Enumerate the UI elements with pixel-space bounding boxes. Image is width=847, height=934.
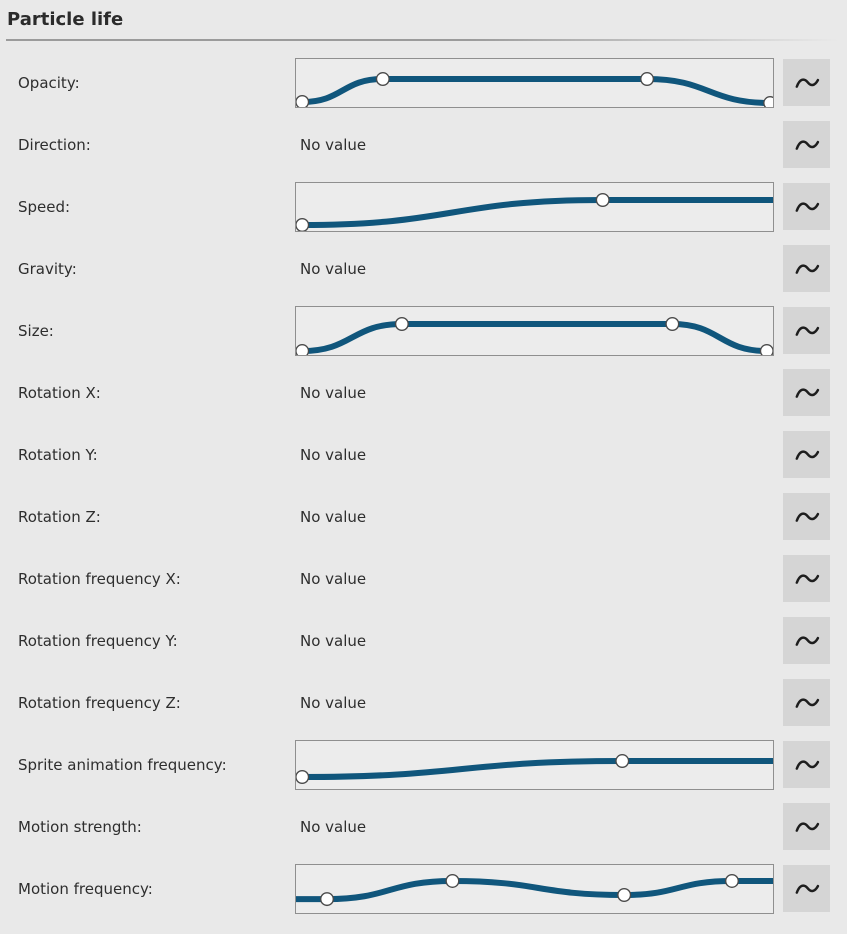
sine-wave-icon	[795, 387, 819, 398]
parameter-label: Motion strength:	[18, 818, 142, 836]
no-value-text: No value	[300, 384, 367, 402]
sine-wave-icon	[795, 77, 819, 88]
parameter-label: Motion frequency:	[18, 880, 153, 898]
page-title: Particle life	[7, 9, 124, 30]
curve-control-point[interactable]	[595, 192, 610, 207]
curve-function-button[interactable]	[783, 493, 830, 540]
parameter-label: Size:	[18, 322, 54, 340]
no-value-text: No value	[300, 570, 367, 588]
curve-control-point[interactable]	[615, 754, 630, 769]
sine-wave-icon	[795, 201, 819, 212]
curve-line	[302, 196, 773, 228]
curve-control-point[interactable]	[665, 316, 680, 331]
parameter-label: Rotation frequency Z:	[18, 694, 181, 712]
sine-wave-icon	[795, 821, 819, 832]
section-header: Particle life	[0, 0, 847, 52]
curve-function-button[interactable]	[783, 245, 830, 292]
curve-function-button[interactable]	[783, 679, 830, 726]
parameter-row-rotation-frequency-y: Rotation frequency Y: No value	[0, 610, 847, 672]
curve-editor[interactable]	[295, 182, 774, 232]
curve-control-point[interactable]	[394, 316, 409, 331]
sine-wave-icon	[795, 325, 819, 336]
sine-wave-icon	[795, 263, 819, 274]
sine-wave-icon	[795, 883, 819, 894]
curve-control-point[interactable]	[375, 72, 390, 87]
parameter-row-opacity: Opacity:	[0, 52, 847, 114]
curve-control-point[interactable]	[296, 770, 310, 784]
curve-control-point[interactable]	[320, 892, 335, 907]
parameter-row-motion-frequency: Motion frequency:	[0, 858, 847, 920]
parameter-label: Speed:	[18, 198, 71, 216]
curve-control-point[interactable]	[445, 873, 460, 888]
parameter-label: Rotation Z:	[18, 508, 101, 526]
sine-wave-icon	[795, 139, 819, 150]
curve-line	[302, 320, 767, 355]
curve-control-point[interactable]	[617, 888, 632, 903]
curve-function-button[interactable]	[783, 741, 830, 788]
sine-wave-icon	[795, 573, 819, 584]
curve-line	[296, 877, 773, 903]
curve-editor[interactable]	[295, 740, 774, 790]
curve-control-point[interactable]	[759, 344, 773, 355]
parameter-row-rotation-frequency-x: Rotation frequency X: No value	[0, 548, 847, 610]
no-value-text: No value	[300, 508, 367, 526]
curve-control-point[interactable]	[640, 72, 655, 87]
curve-function-button[interactable]	[783, 617, 830, 664]
parameter-list: Opacity: Direction: No value Speed: Gravity:…	[0, 52, 847, 920]
curve-line	[302, 76, 771, 107]
curve-control-point[interactable]	[763, 96, 773, 107]
curve-function-button[interactable]	[783, 431, 830, 478]
parameter-row-size: Size:	[0, 300, 847, 362]
sine-wave-icon	[795, 635, 819, 646]
curve-function-button[interactable]	[783, 183, 830, 230]
parameter-label: Rotation X:	[18, 384, 101, 402]
parameter-row-direction: Direction: No value	[0, 114, 847, 176]
parameter-label: Opacity:	[18, 74, 80, 92]
no-value-text: No value	[300, 818, 367, 836]
curve-control-point[interactable]	[296, 95, 310, 107]
sine-wave-icon	[795, 449, 819, 460]
curve-line	[302, 758, 773, 780]
curve-control-point[interactable]	[296, 218, 310, 231]
no-value-text: No value	[300, 446, 367, 464]
curve-control-point[interactable]	[724, 873, 739, 888]
no-value-text: No value	[300, 694, 367, 712]
curve-editor[interactable]	[295, 306, 774, 356]
sine-wave-icon	[795, 697, 819, 708]
curve-function-button[interactable]	[783, 59, 830, 106]
curve-function-button[interactable]	[783, 803, 830, 850]
parameter-row-rotation-y: Rotation Y: No value	[0, 424, 847, 486]
parameter-label: Sprite animation frequency:	[18, 756, 227, 774]
sine-wave-icon	[795, 511, 819, 522]
parameter-row-rotation-frequency-z: Rotation frequency Z: No value	[0, 672, 847, 734]
no-value-text: No value	[300, 632, 367, 650]
no-value-text: No value	[300, 136, 367, 154]
sine-wave-icon	[795, 759, 819, 770]
parameter-row-speed: Speed:	[0, 176, 847, 238]
parameter-row-rotation-x: Rotation X: No value	[0, 362, 847, 424]
parameter-label: Gravity:	[18, 260, 77, 278]
parameter-label: Direction:	[18, 136, 91, 154]
curve-function-button[interactable]	[783, 369, 830, 416]
curve-function-button[interactable]	[783, 865, 830, 912]
parameter-row-sprite-animation-frequency: Sprite animation frequency:	[0, 734, 847, 796]
curve-function-button[interactable]	[783, 121, 830, 168]
curve-function-button[interactable]	[783, 555, 830, 602]
curve-editor[interactable]	[295, 58, 774, 108]
curve-control-point[interactable]	[296, 344, 310, 355]
parameter-label: Rotation frequency Y:	[18, 632, 178, 650]
header-separator	[6, 39, 847, 41]
curve-function-button[interactable]	[783, 307, 830, 354]
parameter-label: Rotation Y:	[18, 446, 98, 464]
parameter-label: Rotation frequency X:	[18, 570, 181, 588]
parameter-row-rotation-z: Rotation Z: No value	[0, 486, 847, 548]
parameter-row-motion-strength: Motion strength: No value	[0, 796, 847, 858]
parameter-row-gravity: Gravity: No value	[0, 238, 847, 300]
curve-editor[interactable]	[295, 864, 774, 914]
no-value-text: No value	[300, 260, 367, 278]
